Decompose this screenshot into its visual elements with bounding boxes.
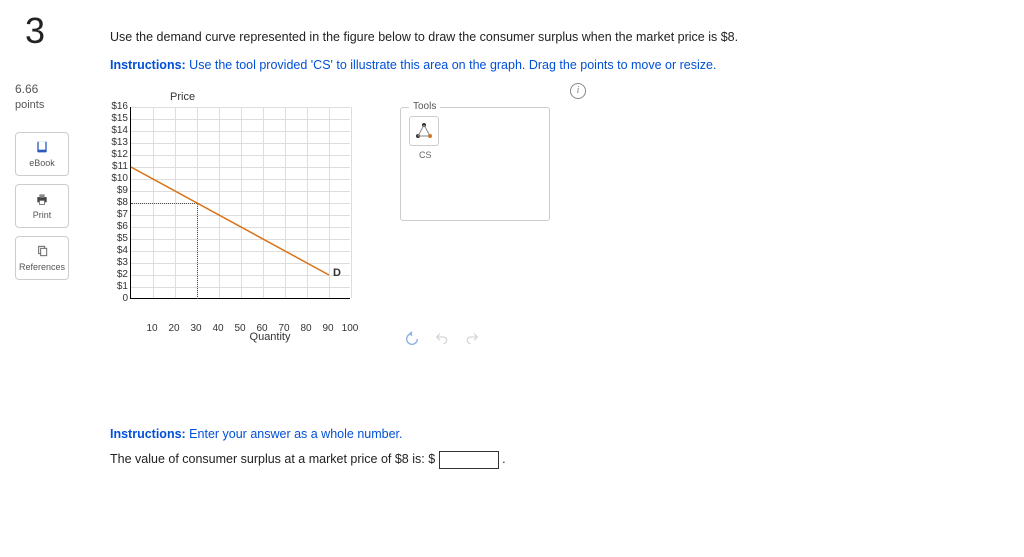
instr-text: Use the tool provided 'CS' to illustrate…: [186, 58, 717, 72]
x-tick-label: 10: [146, 323, 157, 334]
cs-tool-button[interactable]: [409, 116, 439, 146]
points-value: 6.66: [15, 82, 85, 98]
question-number: 3: [15, 10, 85, 52]
x-tick-label: 40: [212, 323, 223, 334]
x-tick-label: 30: [190, 323, 201, 334]
tools-legend: Tools: [409, 101, 440, 112]
y-tick-label: $10: [102, 173, 128, 184]
y-tick-label: $4: [102, 245, 128, 256]
demand-label: D: [333, 267, 341, 279]
x-tick-label: 100: [342, 323, 359, 334]
y-tick-label: $5: [102, 233, 128, 244]
answer-prompt-after: .: [502, 452, 505, 466]
cs-tool-label: CS: [419, 150, 541, 160]
graph-instructions: Instructions: Use the tool provided 'CS'…: [110, 58, 1024, 72]
x-tick-label: 90: [322, 323, 333, 334]
references-label: References: [19, 262, 65, 272]
tools-panel: Tools CS: [400, 107, 550, 221]
answer-instr-label: Instructions:: [110, 427, 186, 441]
points-label: points: [15, 98, 85, 112]
y-tick-label: $13: [102, 137, 128, 148]
ebook-label: eBook: [29, 158, 55, 168]
x-tick-label: 20: [168, 323, 179, 334]
y-axis-title: Price: [170, 91, 195, 103]
y-tick-label: $2: [102, 269, 128, 280]
y-tick-label: $7: [102, 209, 128, 220]
x-tick-label: 60: [256, 323, 267, 334]
x-tick-label: 80: [300, 323, 311, 334]
y-tick-label: $9: [102, 185, 128, 196]
y-tick-label: $11: [102, 161, 128, 172]
y-tick-label: $14: [102, 125, 128, 136]
question-prompt: Use the demand curve represented in the …: [110, 30, 1024, 44]
x-tick-label: 50: [234, 323, 245, 334]
answer-instructions: Instructions: Enter your answer as a who…: [110, 427, 1024, 441]
y-tick-label: $16: [102, 101, 128, 112]
y-tick-label: $6: [102, 221, 128, 232]
answer-prompt-line: The value of consumer surplus at a marke…: [110, 451, 1024, 469]
reset-icon[interactable]: [404, 331, 420, 347]
points-block: 6.66 points: [15, 82, 85, 112]
print-button[interactable]: Print: [15, 184, 69, 228]
copy-icon: [34, 243, 50, 259]
book-icon: [34, 139, 50, 155]
references-button[interactable]: References: [15, 236, 69, 280]
y-tick-label: $12: [102, 149, 128, 160]
undo-icon[interactable]: [434, 331, 450, 347]
redo-icon[interactable]: [464, 331, 480, 347]
triangle-tool-icon: [415, 122, 433, 140]
y-tick-label: 0: [102, 293, 128, 304]
answer-instr-text: Enter your answer as a whole number.: [186, 427, 403, 441]
consumer-surplus-input[interactable]: [439, 451, 499, 469]
y-tick-label: $3: [102, 257, 128, 268]
demand-curve: [131, 107, 351, 299]
y-tick-label: $1: [102, 281, 128, 292]
y-tick-label: $8: [102, 197, 128, 208]
y-axis-labels: $16$15$14$13$12$11$10$9$8$7$6$5$4$3$2$10: [102, 101, 128, 301]
instr-label: Instructions:: [110, 58, 186, 72]
x-tick-label: 70: [278, 323, 289, 334]
grid-line-vertical: [351, 107, 352, 298]
chart-plot-area[interactable]: D: [130, 107, 350, 299]
ebook-button[interactable]: eBook: [15, 132, 69, 176]
info-icon[interactable]: i: [570, 83, 586, 99]
print-label: Print: [33, 210, 52, 220]
printer-icon: [34, 191, 50, 207]
chart-container: Price $16$15$14$13$12$11$10$9$8$7$6$5$4$…: [130, 107, 370, 343]
y-tick-label: $15: [102, 113, 128, 124]
answer-prompt-before: The value of consumer surplus at a marke…: [110, 452, 435, 466]
